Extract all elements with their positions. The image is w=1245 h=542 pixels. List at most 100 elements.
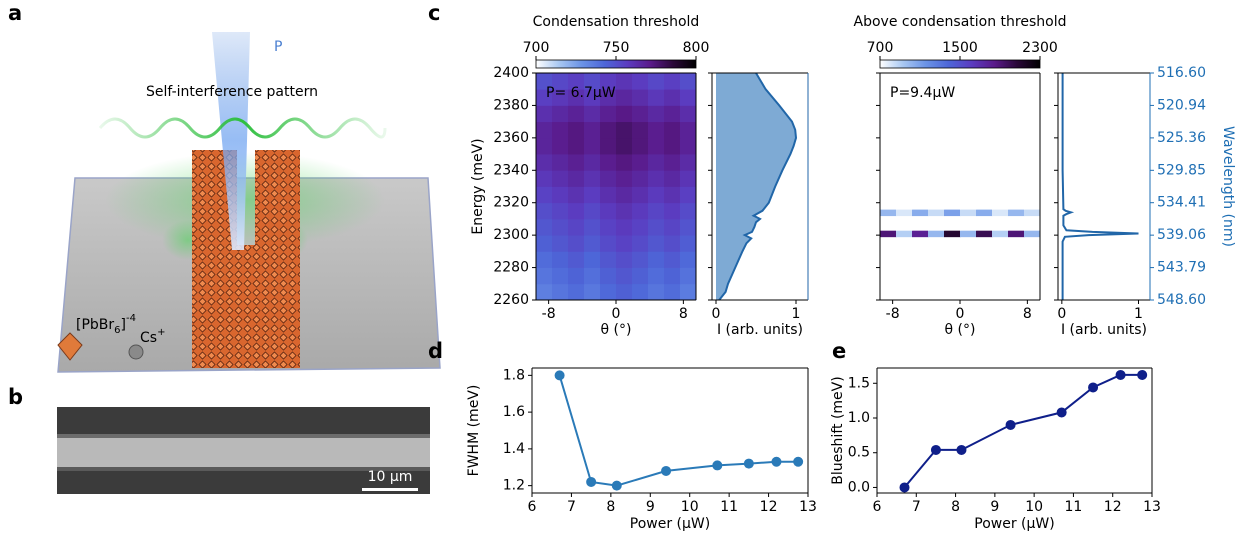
heatmap-cell bbox=[992, 215, 1009, 231]
heatmap-cell bbox=[536, 283, 553, 301]
data-point bbox=[586, 476, 597, 487]
heatmap-cell bbox=[880, 73, 897, 210]
heatmap-cell bbox=[552, 235, 569, 252]
heatmap-cell bbox=[584, 73, 601, 90]
x-tick-label: 8 bbox=[951, 499, 960, 515]
heatmap-cell bbox=[536, 89, 553, 106]
heatmap-cell bbox=[664, 251, 681, 268]
heatmap-cell bbox=[536, 186, 553, 204]
x-tick-label: 8 bbox=[1023, 306, 1032, 322]
x-tick-label: 6 bbox=[873, 499, 882, 515]
x-tick-label: -8 bbox=[886, 306, 900, 322]
heatmap-cell bbox=[536, 251, 553, 268]
cation-icon bbox=[128, 344, 144, 360]
y-tick-label: 1.6 bbox=[503, 404, 525, 420]
heatmap-cell bbox=[584, 137, 601, 155]
y-tick-label: 1.0 bbox=[848, 410, 870, 426]
panel-title: Above condensation threshold bbox=[854, 14, 1067, 30]
data-point bbox=[1115, 369, 1126, 380]
data-point bbox=[899, 482, 910, 493]
heatmap-cell bbox=[944, 215, 961, 231]
y-tick-label: 2280 bbox=[493, 260, 529, 276]
heatmap-cell bbox=[552, 202, 569, 220]
pattern-label: Self-interference pattern bbox=[146, 84, 318, 100]
colorbar-tick-label: 1500 bbox=[942, 40, 978, 56]
x-tick-label: 13 bbox=[799, 499, 817, 515]
heatmap-cell bbox=[912, 230, 929, 238]
formula-superscript: + bbox=[157, 327, 165, 338]
x-axis-label: θ (°) bbox=[601, 322, 632, 338]
formula-subscript: 6 bbox=[114, 325, 120, 336]
heatmap-cell bbox=[648, 218, 665, 236]
heatmap-cell bbox=[1024, 73, 1041, 210]
x-tick-label: -8 bbox=[542, 306, 556, 322]
heatmap-cell bbox=[912, 236, 929, 301]
x-axis-label: I (arb. units) bbox=[1061, 322, 1147, 338]
formula-part: ] bbox=[121, 317, 126, 333]
heatmap-cell bbox=[616, 235, 633, 252]
heatmap-cell bbox=[568, 218, 585, 236]
heatmap-cell bbox=[568, 170, 585, 187]
heatmap-cell bbox=[600, 218, 617, 236]
heatmap-cell bbox=[880, 215, 897, 231]
annotation: P= 6.7μW bbox=[546, 85, 616, 101]
colorbar-tick-label: 700 bbox=[867, 40, 894, 56]
heatmap-cell bbox=[648, 170, 665, 187]
data-point bbox=[743, 458, 754, 469]
heatmap-cell bbox=[632, 251, 649, 268]
heatmap-cell bbox=[616, 170, 633, 187]
heatmap-cell bbox=[664, 105, 681, 123]
y2-tick-label: 529.85 bbox=[1157, 162, 1206, 178]
data-line bbox=[903, 373, 1143, 489]
x-axis-label: I (arb. units) bbox=[717, 322, 803, 338]
heatmap-cell bbox=[680, 202, 697, 220]
colorbar-tick-label: 750 bbox=[603, 40, 630, 56]
x-tick-label: 9 bbox=[646, 499, 655, 515]
anion-label: [PbBr6]-4 bbox=[76, 313, 136, 336]
x-tick-label: 8 bbox=[606, 499, 615, 515]
chart-panel: 6 7 8 9 10 11 12 13 1.2 1.4 1.6 1.8 Power (μW) FWHM (… bbox=[466, 367, 817, 532]
y-tick-label: 2380 bbox=[493, 97, 529, 113]
y-tick-label: 1.5 bbox=[848, 375, 870, 391]
y2-tick-label: 543.79 bbox=[1157, 260, 1206, 276]
heatmap-cell bbox=[896, 230, 913, 238]
sem-edge bbox=[57, 434, 430, 438]
data-point bbox=[1005, 419, 1016, 430]
heatmap-cell bbox=[976, 209, 993, 217]
octahedron-icon bbox=[57, 332, 83, 361]
heatmap-cell bbox=[536, 105, 553, 123]
heatmap-cell bbox=[568, 154, 585, 171]
y-tick-label: 0.0 bbox=[848, 479, 870, 495]
y-tick-label: 2340 bbox=[493, 162, 529, 178]
heatmap-cell bbox=[536, 73, 553, 90]
heatmap-cell bbox=[616, 89, 633, 106]
heatmap-cell bbox=[1008, 209, 1025, 217]
heatmap-cell bbox=[552, 218, 569, 236]
x-tick-label: 6 bbox=[528, 499, 537, 515]
data-point bbox=[712, 460, 723, 471]
heatmap-cell bbox=[584, 89, 601, 106]
sem-image: 10 μm bbox=[57, 407, 430, 494]
heatmap-cell bbox=[680, 137, 697, 155]
heatmap-cell bbox=[616, 121, 633, 139]
illustration: Self-interference pattern P [PbBr6]-4 Cs… bbox=[57, 32, 441, 373]
heatmap-cell bbox=[680, 186, 697, 204]
heatmap-cell bbox=[632, 105, 649, 123]
x-axis-label: Power (μW) bbox=[974, 516, 1054, 532]
x-axis-label: θ (°) bbox=[945, 322, 976, 338]
heatmap-cell bbox=[880, 209, 897, 217]
heatmap-cell bbox=[632, 235, 649, 252]
heatmap-cell bbox=[584, 186, 601, 204]
heatmap-cell bbox=[648, 283, 665, 301]
heatmap-cell bbox=[552, 186, 569, 204]
x-tick-label: 0 bbox=[956, 306, 965, 322]
heatmap-cell bbox=[680, 218, 697, 236]
heatmap-cell bbox=[568, 267, 585, 285]
data-point bbox=[1137, 369, 1148, 380]
x-tick-label: 13 bbox=[1143, 499, 1161, 515]
heatmap-cell bbox=[896, 73, 913, 210]
y2-axis-label: Wavelength (nm) bbox=[1220, 126, 1236, 247]
heatmap-cell bbox=[600, 186, 617, 204]
heatmap-cell bbox=[600, 235, 617, 252]
